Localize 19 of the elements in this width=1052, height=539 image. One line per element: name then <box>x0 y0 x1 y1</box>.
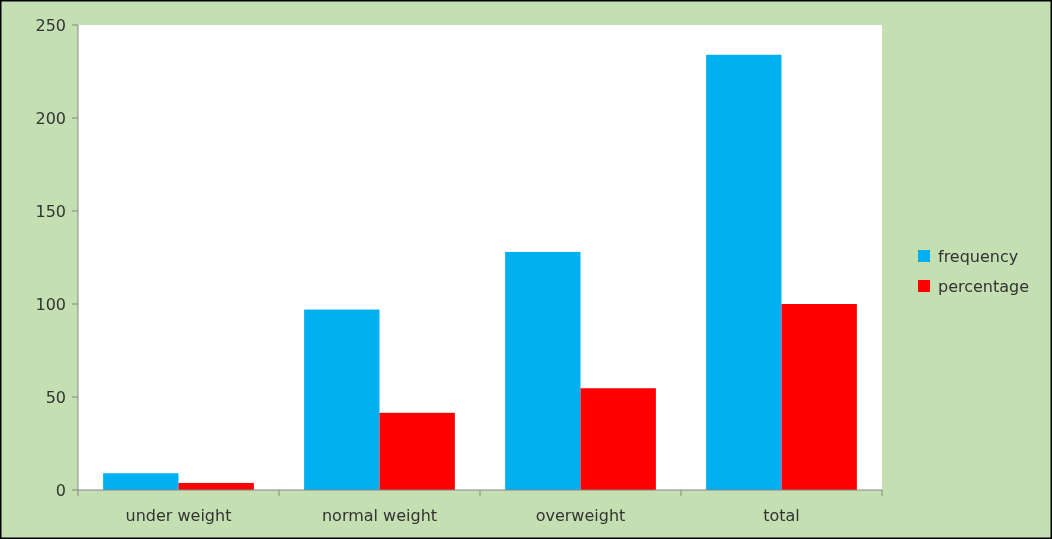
x-tick-label: overweight <box>535 506 626 525</box>
bar <box>304 309 380 490</box>
legend-label: percentage <box>938 276 1030 296</box>
y-tick-label: 0 <box>55 480 66 500</box>
bar <box>379 412 455 490</box>
y-tick-label: 250 <box>35 15 66 35</box>
bar <box>781 304 857 490</box>
bar <box>706 54 782 490</box>
legend-label: frequency <box>938 246 1019 266</box>
x-tick-label: under weight <box>125 506 232 525</box>
x-tick-label: total <box>763 506 800 525</box>
y-tick-label: 100 <box>35 294 66 314</box>
bar <box>505 251 581 490</box>
y-tick-label: 150 <box>35 201 66 221</box>
bar <box>580 388 656 490</box>
bar <box>103 473 179 490</box>
x-tick-label: normal weight <box>321 506 438 525</box>
y-tick-label: 50 <box>45 387 66 407</box>
y-tick-label: 200 <box>35 108 66 128</box>
